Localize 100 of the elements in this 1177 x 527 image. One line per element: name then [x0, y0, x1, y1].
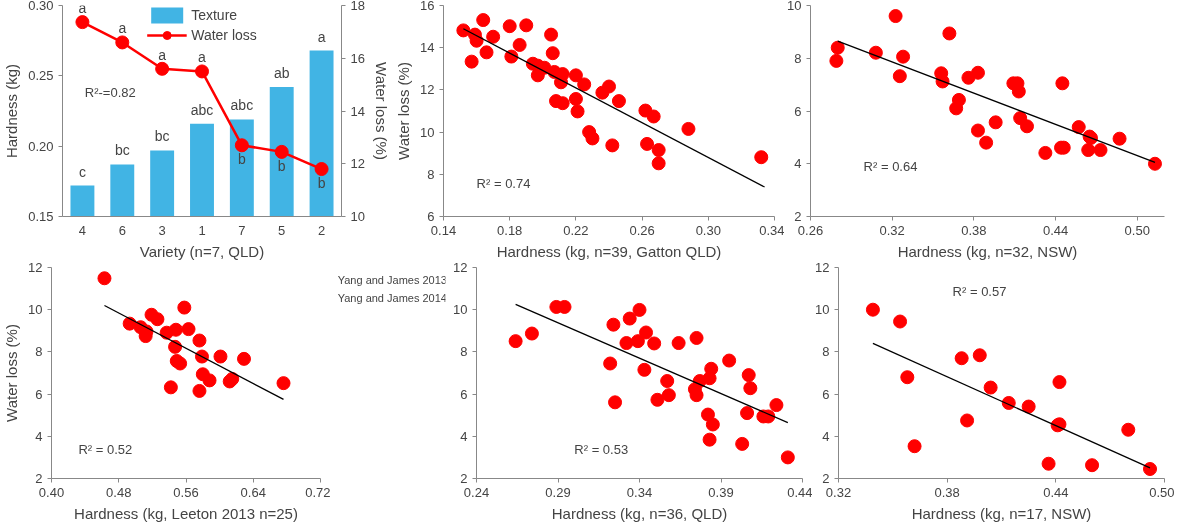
y-tick-label: 10: [420, 124, 435, 140]
y-tick-label: 8: [822, 344, 830, 360]
x-tick-label: 0.44: [787, 484, 813, 500]
point: [545, 46, 560, 61]
y-tick-label: 16: [420, 0, 435, 13]
x-tick-label: 0.29: [545, 484, 571, 500]
y-tick-label: 12: [453, 260, 468, 275]
point: [702, 432, 717, 447]
point: [1143, 462, 1158, 476]
y2-axis-title: Water loss (%): [372, 62, 390, 160]
point: [646, 109, 661, 124]
x-tick-label: 0.38: [961, 222, 987, 238]
y-tick-label: 4: [35, 428, 43, 444]
x-axis-title: Hardness (kg, n=17, NSW): [911, 504, 1092, 522]
point: [1052, 375, 1067, 390]
point: [780, 450, 795, 465]
point: [888, 9, 903, 24]
data-label: abc: [190, 101, 214, 118]
y-tick-label: 4: [822, 428, 830, 444]
point: [960, 413, 975, 428]
point: [464, 54, 479, 69]
point: [700, 407, 715, 422]
point: [769, 398, 784, 413]
legend-label: Water loss: [191, 27, 257, 43]
point: [155, 61, 170, 76]
point: [740, 406, 755, 421]
point: [476, 13, 491, 28]
x-tick-label: 7: [238, 222, 246, 238]
point: [640, 136, 655, 151]
annotation: R² = 0.57: [952, 284, 1007, 300]
point: [681, 121, 696, 136]
point: [1021, 399, 1036, 414]
x-tick-label: 0.40: [38, 484, 65, 500]
x-axis-title: Hardness (kg, n=32, NSW): [897, 242, 1078, 260]
point: [829, 53, 844, 68]
point: [568, 91, 583, 106]
point: [972, 348, 987, 363]
data-label: a: [78, 0, 87, 17]
y2-tick-label: 16: [350, 50, 365, 66]
y-axis-title: Water loss (%): [3, 324, 21, 422]
y-tick-label: 6: [427, 209, 435, 224]
y-tick-label: 12: [815, 260, 830, 275]
point: [1121, 422, 1136, 437]
point: [173, 356, 188, 371]
point: [115, 35, 130, 50]
x-tick-label: 6: [118, 222, 126, 238]
y-tick-label: 0.30: [28, 0, 54, 13]
point: [1011, 84, 1026, 99]
x-tick-label: 1: [198, 222, 206, 238]
point: [606, 317, 621, 332]
point: [486, 29, 501, 44]
data-label: a: [198, 49, 207, 66]
x-tick-label: 0.34: [626, 484, 653, 500]
y2-tick-label: 18: [350, 0, 365, 13]
point: [570, 104, 585, 119]
point: [181, 322, 196, 337]
y-tick-label: 6: [822, 386, 830, 402]
y-tick-label: 2: [35, 471, 43, 486]
point: [1019, 119, 1034, 134]
y2-tick-label: 12: [350, 156, 365, 172]
point: [954, 351, 969, 366]
point: [619, 336, 634, 351]
y2-tick-label: 10: [350, 209, 365, 224]
point: [502, 19, 517, 34]
point: [949, 101, 964, 116]
x-tick-label: 0.18: [497, 222, 523, 238]
point: [602, 79, 616, 94]
point: [1093, 143, 1108, 158]
x-tick-label: 0.48: [106, 484, 132, 500]
point: [168, 322, 183, 337]
y-tick-label: 0.25: [28, 68, 54, 84]
annotation: R²-=0.82: [84, 85, 136, 101]
data-label: a: [118, 20, 127, 37]
point: [754, 150, 769, 165]
point: [202, 373, 217, 388]
point: [896, 49, 911, 64]
annotation: R² = 0.64: [863, 159, 918, 175]
point: [75, 15, 90, 30]
data-label: ab: [273, 65, 290, 82]
point: [622, 311, 637, 326]
annotation: R² = 0.52: [78, 442, 133, 458]
data-label: bc: [114, 142, 130, 159]
point: [508, 334, 523, 349]
point: [900, 370, 915, 385]
y-tick-label: 2: [460, 471, 468, 486]
y-tick-label: 14: [420, 40, 435, 56]
x-tick-label: 0.72: [305, 484, 331, 500]
point: [1112, 131, 1127, 146]
point: [979, 135, 994, 150]
point: [865, 302, 880, 317]
point: [192, 383, 207, 398]
point: [892, 69, 907, 84]
y2-tick-label: 14: [350, 103, 365, 119]
y-tick-label: 6: [35, 386, 43, 402]
data-label: b: [277, 157, 286, 174]
x-tick-label: 0.30: [695, 222, 721, 238]
point: [234, 138, 249, 153]
point: [603, 356, 618, 371]
y-tick-label: 10: [28, 302, 43, 318]
point: [512, 37, 527, 52]
